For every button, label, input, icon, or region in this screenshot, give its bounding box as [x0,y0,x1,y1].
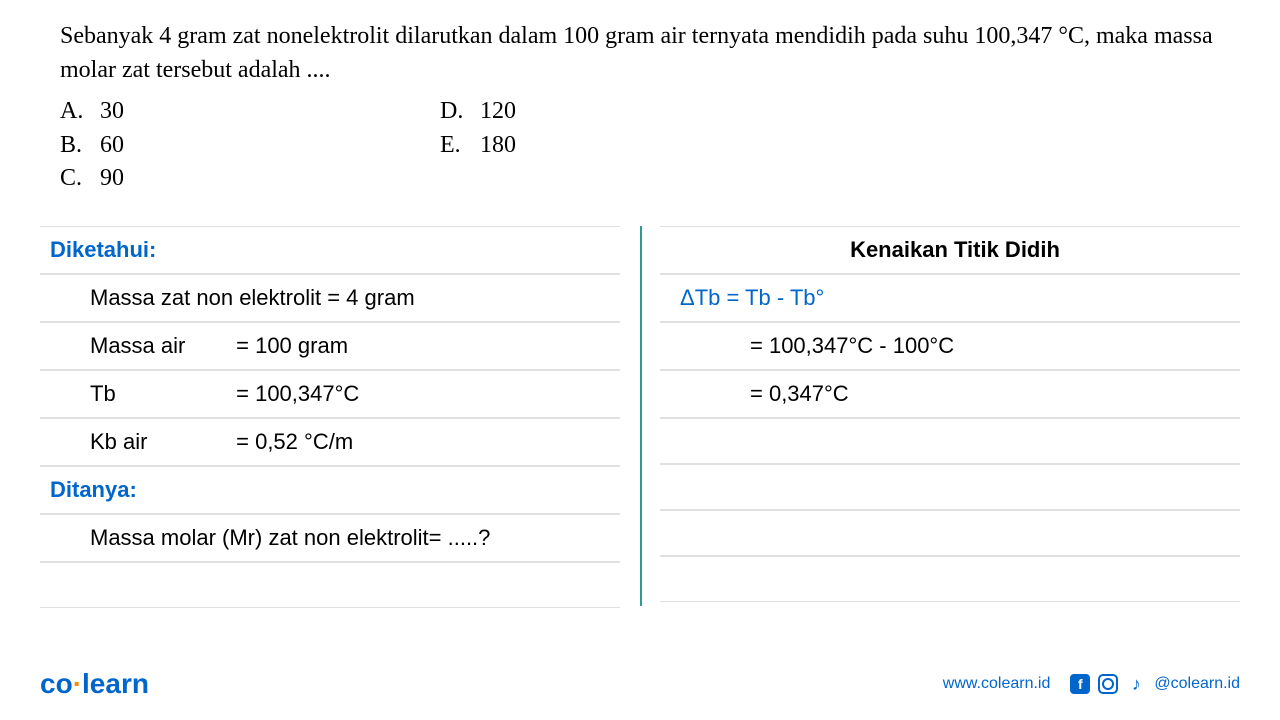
empty-row-r2 [660,464,1240,510]
option-value-b: 60 [100,129,124,163]
diketahui-row3: Tb = 100,347°C [40,370,620,418]
row3-label: Tb [90,381,230,407]
option-letter-b: B. [60,129,100,163]
option-value-a: 30 [100,95,124,129]
formula-row: ΔTb = Tb - Tb° [660,274,1240,322]
vertical-divider [640,226,642,606]
options-col-right: D. 120 E. 180 [440,95,516,196]
ditanya-row: Massa molar (Mr) zat non elektrolit= ...… [40,514,620,562]
instagram-icon [1098,674,1118,694]
logo-co: co [40,668,73,699]
logo-dot: · [73,668,82,699]
option-letter-d: D. [440,95,480,129]
option-c: C. 90 [60,162,440,196]
diketahui-row4: Kb air = 0,52 °C/m [40,418,620,466]
empty-row-r4 [660,556,1240,602]
footer-right: www.colearn.id f ♪ @colearn.id [943,674,1240,694]
option-value-d: 120 [480,95,516,129]
solution-col-right: Kenaikan Titik Didih ΔTb = Tb - Tb° = 10… [640,226,1240,608]
calc-row2: = 0,347°C [660,370,1240,418]
social-links: f ♪ @colearn.id [1070,674,1240,694]
solution-section: Diketahui: Massa zat non elektrolit = 4 … [0,226,1280,608]
diketahui-row2: Massa air = 100 gram [40,322,620,370]
diketahui-row1: Massa zat non elektrolit = 4 gram [40,274,620,322]
row2-value: = 100 gram [236,333,348,358]
logo-learn: learn [82,668,149,699]
logo: co·learn [40,668,149,700]
solution-col-left: Diketahui: Massa zat non elektrolit = 4 … [40,226,640,608]
option-b: B. 60 [60,129,440,163]
empty-row-left [40,562,620,608]
question-text: Sebanyak 4 gram zat nonelektrolit dilaru… [60,20,1220,87]
empty-row-r3 [660,510,1240,556]
solution-grid: Diketahui: Massa zat non elektrolit = 4 … [40,226,1240,608]
question-section: Sebanyak 4 gram zat nonelektrolit dilaru… [0,0,1280,206]
ditanya-header: Ditanya: [40,466,620,514]
option-letter-c: C. [60,162,100,196]
tiktok-icon: ♪ [1126,674,1146,694]
option-value-c: 90 [100,162,124,196]
footer: co·learn www.colearn.id f ♪ @colearn.id [0,668,1280,700]
options-col-left: A. 30 B. 60 C. 90 [60,95,440,196]
option-letter-e: E. [440,129,480,163]
option-a: A. 30 [60,95,440,129]
row3-value: = 100,347°C [236,381,359,406]
kenaikan-header: Kenaikan Titik Didih [660,226,1240,274]
social-handle: @colearn.id [1154,675,1240,693]
empty-row-r1 [660,418,1240,464]
option-d: D. 120 [440,95,516,129]
row4-label: Kb air [90,429,230,455]
options-container: A. 30 B. 60 C. 90 D. 120 E. 180 [60,95,1220,196]
option-letter-a: A. [60,95,100,129]
option-value-e: 180 [480,129,516,163]
diketahui-header: Diketahui: [40,226,620,274]
calc-row1: = 100,347°C - 100°C [660,322,1240,370]
website-url: www.colearn.id [943,675,1051,693]
option-e: E. 180 [440,129,516,163]
row4-value: = 0,52 °C/m [236,429,353,454]
row2-label: Massa air [90,333,230,359]
facebook-icon: f [1070,674,1090,694]
